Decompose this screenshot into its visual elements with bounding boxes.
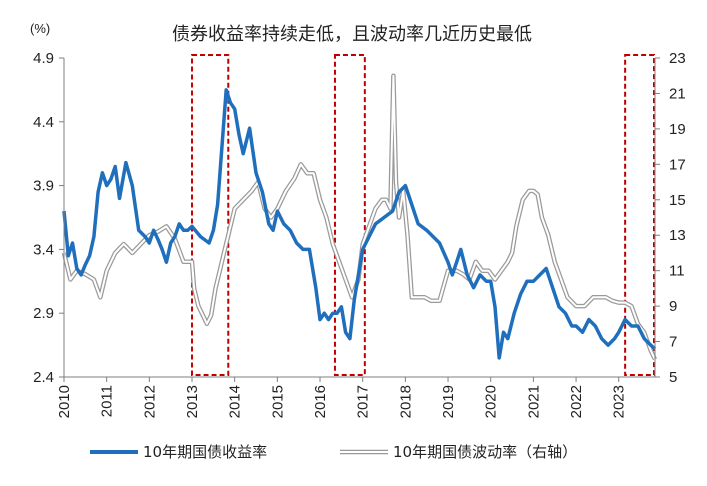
x-tick-label: 2011 bbox=[99, 385, 116, 417]
chart-title: 债券收益率持续走低，且波动率几近历史最低 bbox=[172, 24, 532, 45]
x-tick-label: 2022 bbox=[568, 385, 585, 418]
right-tick-label: 21 bbox=[669, 85, 686, 102]
legend-label-volatility: 10年期国债波动率（右轴） bbox=[393, 443, 577, 461]
legend-label-yield: 10年期国债收益率 bbox=[143, 443, 267, 461]
volatility-line bbox=[63, 74, 656, 360]
highlight-box-2 bbox=[333, 54, 366, 376]
x-tick-label: 2018 bbox=[397, 385, 414, 418]
left-tick-label: 3.4 bbox=[33, 241, 54, 258]
x-tick-label: 2020 bbox=[483, 385, 500, 418]
x-tick-label: 2021 bbox=[525, 385, 542, 418]
left-tick-label: 2.4 bbox=[33, 369, 54, 386]
x-tick-label: 2013 bbox=[184, 385, 201, 418]
left-axis-unit: (%) bbox=[30, 21, 50, 36]
x-tick-label: 2010 bbox=[56, 385, 73, 418]
x-tick-label: 2012 bbox=[141, 385, 158, 418]
right-tick-label: 7 bbox=[669, 334, 677, 351]
left-tick-label: 4.4 bbox=[33, 114, 54, 131]
x-tick-label: 2015 bbox=[269, 385, 286, 418]
right-tick-label: 23 bbox=[669, 50, 686, 67]
x-tick-label: 2014 bbox=[227, 385, 244, 418]
right-tick-label: 5 bbox=[669, 369, 677, 386]
right-tick-label: 11 bbox=[669, 263, 685, 280]
left-tick-label: 2.9 bbox=[33, 305, 54, 322]
x-tick-label: 2023 bbox=[611, 385, 628, 418]
axes: 2.4 2.9 3.4 3.9 4.4 4.9 5 7 9 11 13 15 17 19 21 23 2010 2… bbox=[33, 50, 686, 418]
right-tick-label: 9 bbox=[669, 298, 677, 315]
right-tick-label: 19 bbox=[669, 121, 686, 138]
yield-line bbox=[62, 88, 657, 360]
highlight-box-1 bbox=[191, 54, 230, 376]
highlight-box-3 bbox=[624, 54, 655, 376]
right-tick-label: 15 bbox=[669, 192, 686, 209]
left-tick-label: 3.9 bbox=[33, 178, 54, 195]
legend: 10年期国债收益率 10年期国债波动率（右轴） bbox=[90, 443, 577, 461]
right-tick-label: 17 bbox=[669, 156, 686, 173]
x-tick-label: 2017 bbox=[355, 385, 372, 418]
x-tick-label: 2019 bbox=[440, 385, 457, 418]
right-tick-label: 13 bbox=[669, 227, 686, 244]
series-layer bbox=[61, 73, 658, 361]
left-tick-label: 4.9 bbox=[33, 50, 54, 67]
x-tick-label: 2016 bbox=[312, 385, 329, 418]
highlight-boxes bbox=[191, 54, 655, 376]
